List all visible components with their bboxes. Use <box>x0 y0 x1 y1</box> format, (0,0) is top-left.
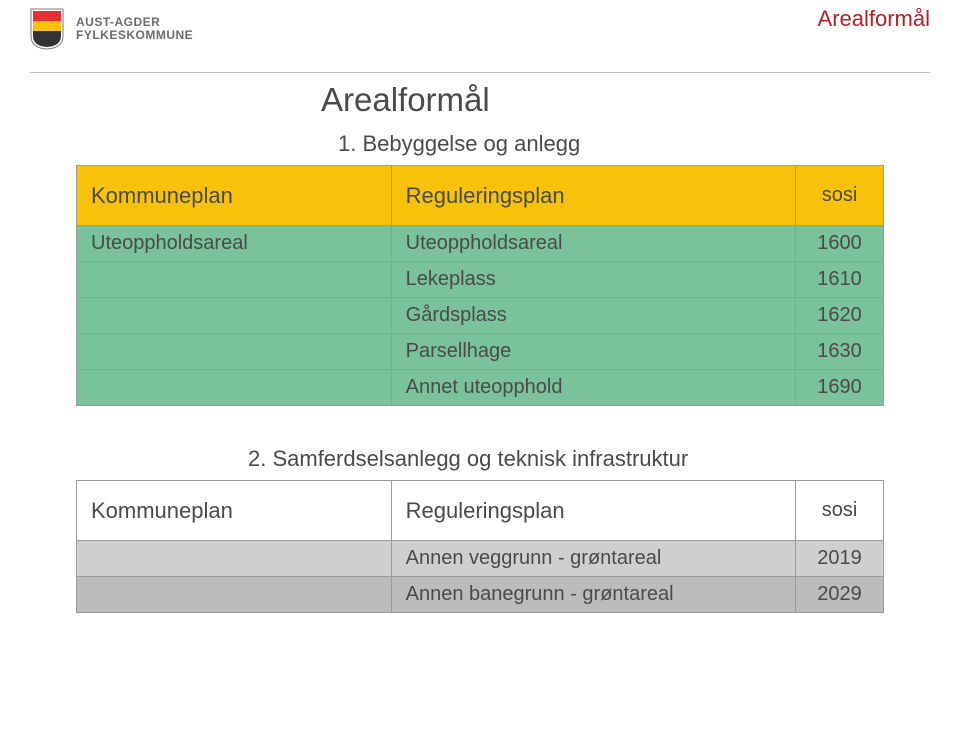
cell <box>77 370 392 406</box>
cell: Annen banegrunn - grøntareal <box>391 577 795 613</box>
cell: 1690 <box>796 370 884 406</box>
sub-title-1: 1. Bebyggelse og anlegg <box>338 131 884 157</box>
page-header: AUST-AGDER FYLKESKOMMUNE Arealformål <box>0 0 960 72</box>
cell: 2029 <box>796 577 884 613</box>
corner-title: Arealformål <box>818 6 930 32</box>
table-row: Gårdsplass 1620 <box>77 298 884 334</box>
cell: Uteoppholdsareal <box>77 226 392 262</box>
cell: Annet uteopphold <box>391 370 795 406</box>
content: Arealformål 1. Bebyggelse og anlegg Komm… <box>0 81 960 613</box>
table-row: Uteoppholdsareal Uteoppholdsareal 1600 <box>77 226 884 262</box>
t1-header-col3: sosi <box>796 166 884 226</box>
table-row: Parsellhage 1630 <box>77 334 884 370</box>
t2-header-col3: sosi <box>796 481 884 541</box>
cell <box>77 262 392 298</box>
org-line2: FYLKESKOMMUNE <box>76 29 193 42</box>
table-1-header-row: Kommuneplan Reguleringsplan sosi <box>77 166 884 226</box>
cell: Parsellhage <box>391 334 795 370</box>
shield-icon <box>30 8 64 50</box>
table-row: Annen banegrunn - grøntareal 2029 <box>77 577 884 613</box>
cell: Lekeplass <box>391 262 795 298</box>
table-2: Kommuneplan Reguleringsplan sosi Annen v… <box>76 480 884 613</box>
cell <box>77 577 392 613</box>
cell: Uteoppholdsareal <box>391 226 795 262</box>
cell: Gårdsplass <box>391 298 795 334</box>
cell <box>77 334 392 370</box>
sub-title-2: 2. Samferdselsanlegg og teknisk infrastr… <box>248 446 884 472</box>
cell <box>77 298 392 334</box>
cell: 2019 <box>796 541 884 577</box>
cell: 1620 <box>796 298 884 334</box>
cell: 1610 <box>796 262 884 298</box>
header-divider <box>30 72 930 73</box>
cell: 1630 <box>796 334 884 370</box>
t1-header-col2: Reguleringsplan <box>391 166 795 226</box>
t2-header-col1: Kommuneplan <box>77 481 392 541</box>
org-name: AUST-AGDER FYLKESKOMMUNE <box>76 16 193 41</box>
cell: Annen veggrunn - grøntareal <box>391 541 795 577</box>
t1-header-col1: Kommuneplan <box>77 166 392 226</box>
cell <box>77 541 392 577</box>
table-row: Annet uteopphold 1690 <box>77 370 884 406</box>
section-title: Arealformål <box>321 81 884 119</box>
cell: 1600 <box>796 226 884 262</box>
table-row: Lekeplass 1610 <box>77 262 884 298</box>
table-1: Kommuneplan Reguleringsplan sosi Uteopph… <box>76 165 884 406</box>
logo: AUST-AGDER FYLKESKOMMUNE <box>30 8 930 50</box>
table-row: Annen veggrunn - grøntareal 2019 <box>77 541 884 577</box>
t2-header-col2: Reguleringsplan <box>391 481 795 541</box>
table-2-header-row: Kommuneplan Reguleringsplan sosi <box>77 481 884 541</box>
